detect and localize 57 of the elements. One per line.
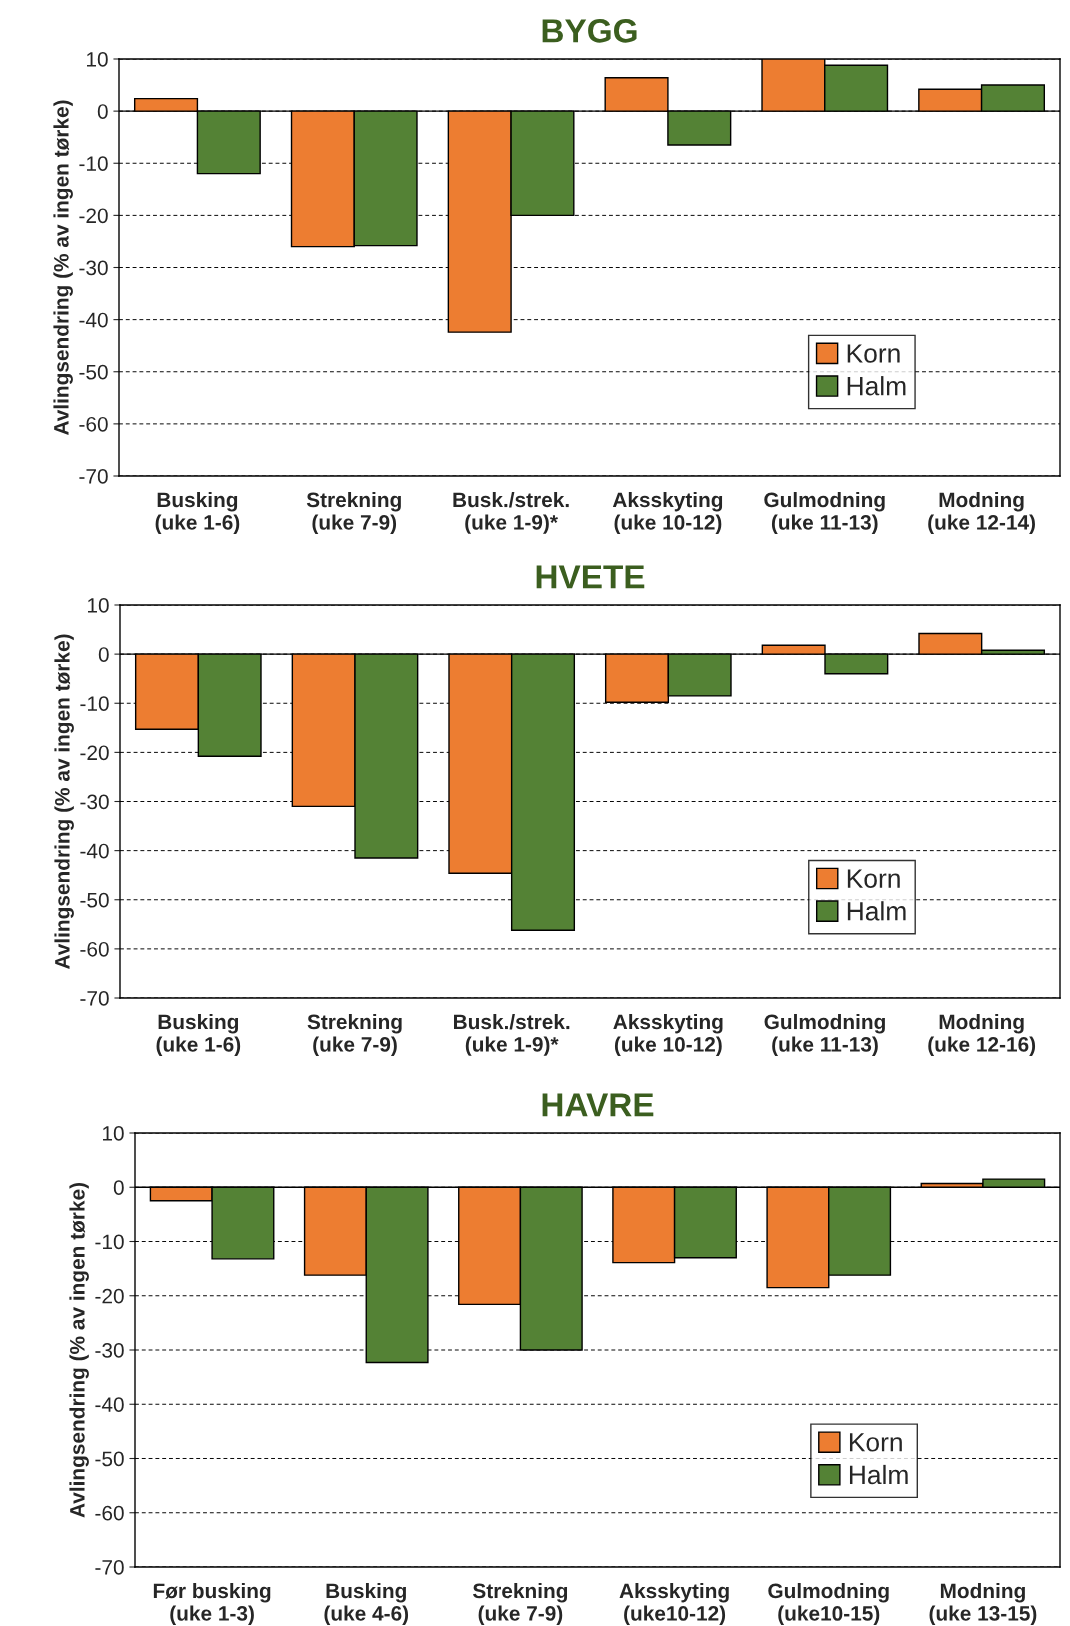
x-tick-label: Modning (uke 13-15) [929, 1582, 1037, 1625]
y-tick-label: -60 [95, 1505, 124, 1521]
x-tick-label: Busk./strek. (uke 1-9)* [453, 491, 569, 534]
y-tick-label: 10 [87, 52, 108, 67]
y-tick-label: -30 [79, 260, 108, 276]
x-tick-label: Gulmodning (uke10-15) [768, 1582, 889, 1625]
y-tick-label: -40 [95, 1397, 124, 1412]
x-tick-label: Aksskyting (uke 10-12) [613, 1013, 723, 1056]
x-tick-label: Aksskyting (uke 10-12) [612, 491, 723, 534]
y-tick-label: -20 [79, 208, 108, 224]
y-tick-label: -70 [79, 469, 108, 484]
x-tick-label: Busking (uke 4-6) [324, 1582, 409, 1625]
y-tick-label: -10 [95, 1234, 124, 1250]
y-tick-label: -30 [95, 1343, 124, 1358]
y-axis-title: Avlingsendring (% av ingen tørke) [54, 634, 74, 970]
legend-label: Korn [849, 1433, 902, 1452]
y-tick-label: -20 [80, 745, 109, 761]
x-tick-label: Gulmodning (uke 11-13) [764, 491, 885, 534]
y-tick-label: -60 [79, 416, 108, 432]
x-tick-label: Busk./strek. (uke 1-9)* [454, 1013, 570, 1056]
y-tick-label: 0 [97, 104, 108, 119]
x-tick-label: Gulmodning (uke 11-13) [764, 1013, 885, 1056]
y-tick-label: -70 [80, 991, 109, 1006]
chart-title: HAVRE [542, 1093, 654, 1117]
y-tick-label: -40 [79, 312, 108, 328]
x-tick-label: Busking (uke 1-6) [155, 491, 240, 534]
y-tick-label: -40 [80, 843, 109, 859]
y-tick-label: -70 [95, 1560, 124, 1575]
x-tick-label: Busking (uke 1-6) [156, 1013, 241, 1056]
legend-label: Halm [847, 376, 906, 396]
x-tick-label: Før busking (uke 1-3) [153, 1582, 271, 1625]
y-axis-title: Avlingsendring (% av ingen tørke) [69, 1182, 89, 1518]
y-tick-label: -10 [79, 156, 108, 171]
x-tick-label: Strekning (uke 7-9) [307, 1013, 402, 1056]
x-tick-label: Strekning (uke 7-9) [472, 1582, 568, 1625]
y-tick-label: -10 [80, 696, 109, 711]
x-tick-label: Strekning (uke 7-9) [306, 491, 401, 534]
y-tick-label: -30 [80, 794, 109, 810]
x-tick-label: Modning (uke 12-14) [928, 491, 1035, 534]
chart-title: HVETE [536, 565, 645, 589]
y-tick-label: 0 [113, 1180, 124, 1195]
x-tick-label: Aksskyting (uke10-12) [619, 1582, 729, 1625]
y-axis-title: Avlingsendring (% av ingen tørke) [53, 100, 73, 436]
legend-label: Korn [847, 344, 900, 363]
legend-label: Korn [847, 869, 900, 888]
y-tick-label: -50 [95, 1451, 124, 1467]
x-tick-label: Modning (uke 12-16) [928, 1013, 1036, 1056]
legend-label: Halm [847, 901, 906, 921]
y-tick-label: -50 [79, 364, 108, 380]
y-tick-label: 10 [103, 1126, 124, 1141]
legend-label: Halm [849, 1464, 908, 1485]
y-tick-label: -50 [80, 892, 109, 908]
y-tick-label: 0 [98, 647, 109, 662]
y-tick-label: 10 [88, 598, 109, 613]
chart-title: BYGG [542, 19, 637, 43]
y-tick-label: -20 [95, 1288, 124, 1304]
y-tick-label: -60 [80, 941, 109, 957]
